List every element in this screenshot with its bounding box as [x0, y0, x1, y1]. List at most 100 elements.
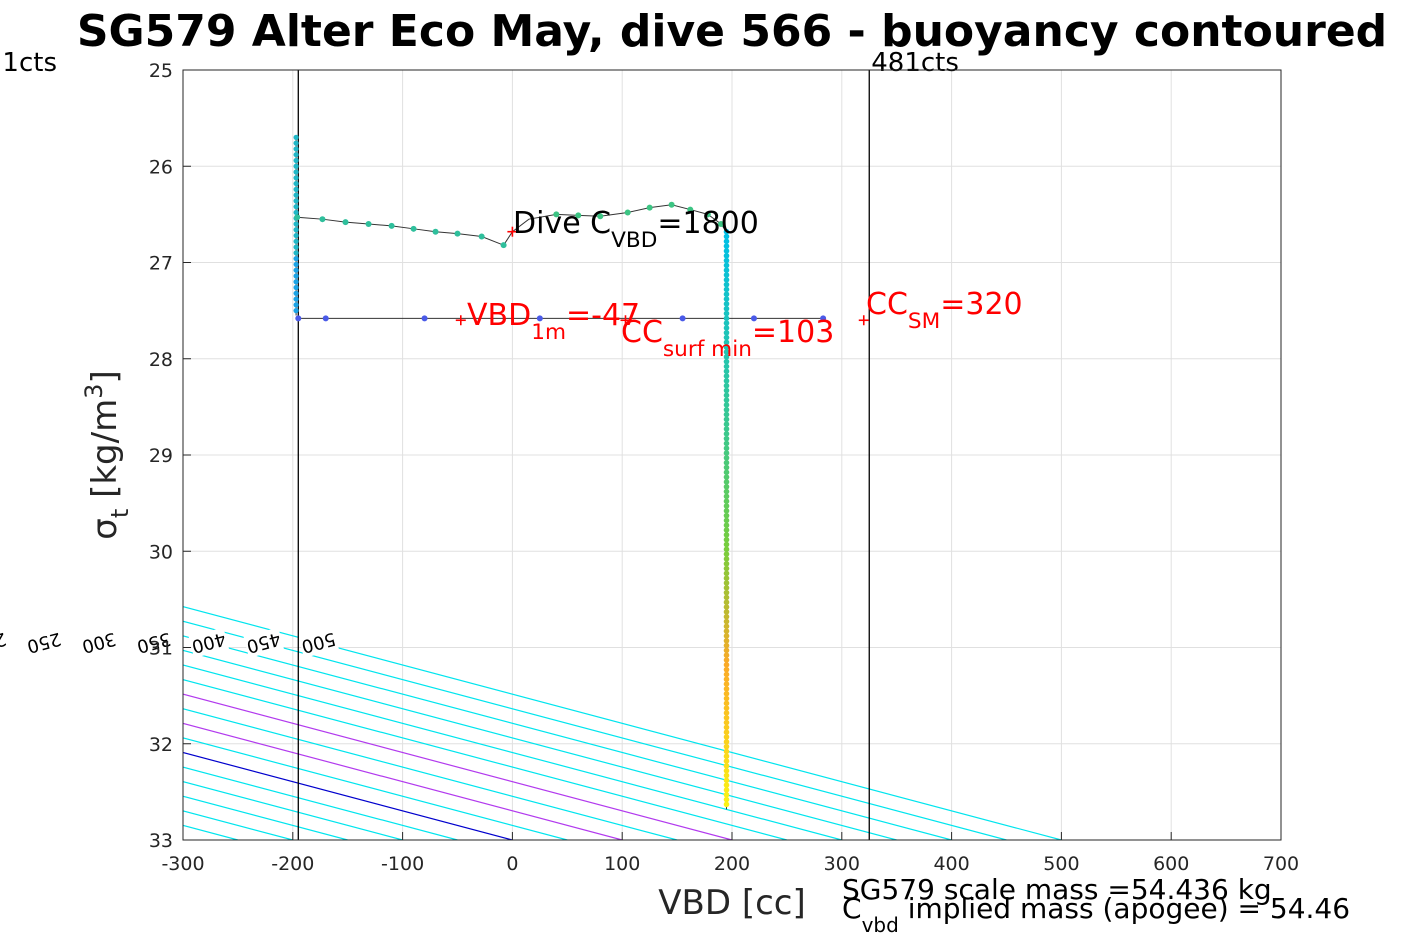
x-tick-label: 700 [1263, 853, 1299, 875]
apogee-point [723, 719, 730, 726]
contour-line [183, 620, 1007, 840]
footer-implied-subscript: vbd [862, 913, 899, 937]
apogee-point [723, 739, 730, 745]
y-tick-label: 31 [149, 638, 173, 660]
contour-line [183, 649, 897, 840]
apogee-point [723, 373, 730, 379]
apogee-point [723, 700, 730, 707]
near-surface-point [293, 308, 299, 314]
apogee-point [723, 445, 730, 452]
count-limit-label: 1cts [2, 48, 57, 78]
surface-point [421, 315, 428, 322]
x-axis-label: VBD [cc] [658, 883, 806, 923]
near-surface-point [293, 163, 299, 169]
surface-point [820, 315, 827, 322]
x-tick-label: -100 [381, 853, 424, 875]
dive-point [294, 214, 301, 221]
dive-point [342, 219, 349, 226]
apogee-point [723, 714, 730, 721]
near-surface-point [293, 296, 299, 302]
vbd-1m-annotation-text: VBD [467, 298, 531, 333]
apogee-point [723, 378, 730, 384]
apogee-point [723, 310, 730, 317]
near-surface-point [293, 279, 299, 285]
surface-point [536, 315, 543, 322]
dive-point [597, 213, 604, 220]
contour-label-bg [243, 627, 284, 658]
surface-point [750, 315, 757, 322]
contour-line [183, 635, 952, 840]
apogee-point [723, 734, 730, 740]
axis-ticks: -300 -200 -100 0 100 200 300 400 500 600 700 25 26 27… [149, 60, 1299, 875]
apogee-point [723, 382, 730, 389]
apogee-point [723, 262, 730, 269]
apogee-point [723, 705, 730, 711]
apogee-point [723, 455, 730, 461]
apogee-point [723, 782, 730, 788]
apogee-point [723, 767, 730, 774]
dive-point [454, 230, 461, 237]
contour-label-bg [133, 627, 175, 658]
x-tick-label: 100 [604, 853, 640, 875]
x-tick-label: 200 [714, 853, 750, 875]
x-tick-label: 600 [1153, 853, 1189, 875]
contour-label-bg [23, 627, 65, 658]
apogee-point [723, 623, 730, 630]
apogee-point [723, 522, 730, 529]
buoyancy-contours [183, 606, 1062, 840]
y-tick-label: 28 [149, 349, 173, 371]
apogee-point [723, 580, 730, 586]
apogee-point [723, 753, 730, 760]
near-surface-point [293, 302, 299, 308]
apogee-point [723, 479, 730, 485]
apogee-point [723, 503, 730, 509]
apogee-point [723, 662, 730, 668]
apogee-point [723, 604, 730, 610]
dive-point [575, 212, 582, 219]
apogee-point [723, 729, 730, 735]
dive-point [410, 225, 417, 232]
cc-surf-min-annotation-text: CC [621, 315, 663, 350]
apogee-point [723, 796, 730, 803]
cc-sm-annotation-text: CC [866, 287, 908, 322]
apogee-point [723, 368, 730, 375]
apogee-point [723, 397, 730, 403]
apogee-point [723, 609, 730, 615]
apogee-point [723, 633, 730, 639]
x-tick-label: 400 [933, 853, 969, 875]
dive-point [553, 211, 560, 218]
y-tick-label: 25 [149, 60, 173, 82]
apogee-point [723, 411, 730, 418]
y-axis-label-subscript: t [106, 509, 134, 518]
apogee-point [723, 469, 730, 476]
apogee-point [723, 315, 730, 322]
dive-point [365, 221, 372, 227]
apogee-point [723, 681, 730, 687]
apogee-point [723, 772, 730, 779]
apogee-point [723, 801, 730, 808]
footer-implied-mass: Cvbd implied mass (apogee) = 54.46 [842, 892, 1350, 937]
contour-line [183, 693, 733, 840]
dive-point [624, 209, 631, 216]
apogee-point [723, 406, 730, 413]
apogee-point [723, 483, 730, 490]
apogee-point [723, 301, 730, 307]
y-tick-label: 26 [149, 156, 173, 178]
near-surface-point [293, 227, 299, 233]
dive-point [687, 206, 694, 213]
dive-point [668, 201, 675, 208]
apogee-point [723, 329, 730, 336]
apogee-point [723, 777, 730, 784]
apogee-point [723, 724, 730, 731]
near-surface-point [293, 146, 299, 152]
near-surface-point [293, 152, 299, 158]
y-tick-label: 32 [149, 734, 173, 756]
count-limit-lines: 1cts 481cts [2, 48, 959, 840]
apogee-point [723, 690, 730, 697]
cc-sm-annotation: CCSM=320 [866, 287, 1023, 334]
near-surface-point [293, 180, 299, 187]
y-axis-label-superscript: 3 [80, 384, 108, 399]
apogee-point [723, 594, 730, 601]
apogee-point [723, 560, 730, 567]
